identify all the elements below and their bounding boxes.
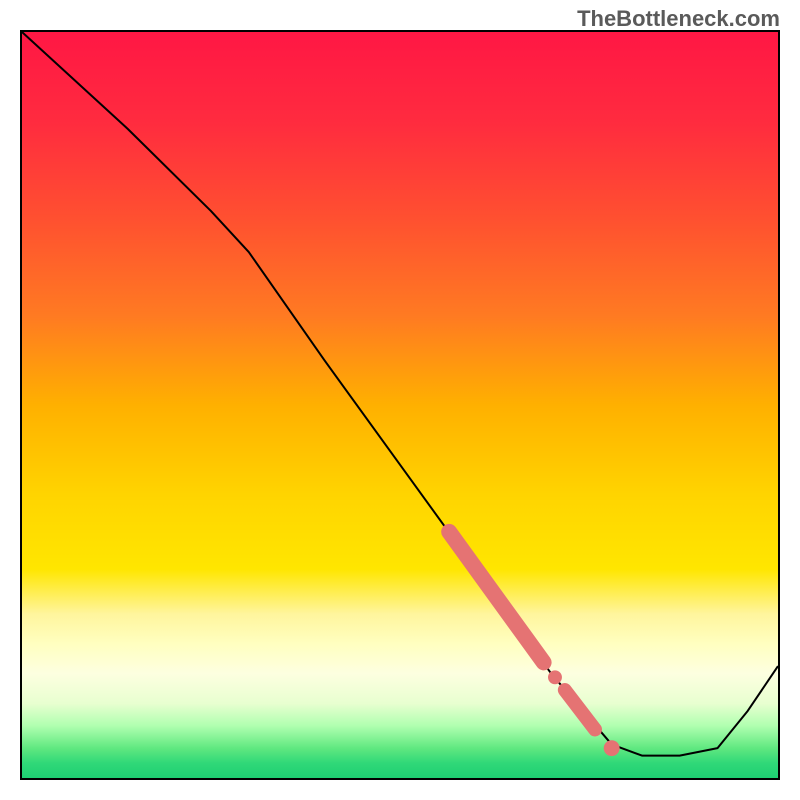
bottleneck-chart: TheBottleneck.com	[0, 0, 800, 800]
gradient-background	[22, 32, 778, 778]
plot-area	[20, 30, 780, 780]
watermark-text: TheBottleneck.com	[577, 6, 780, 32]
